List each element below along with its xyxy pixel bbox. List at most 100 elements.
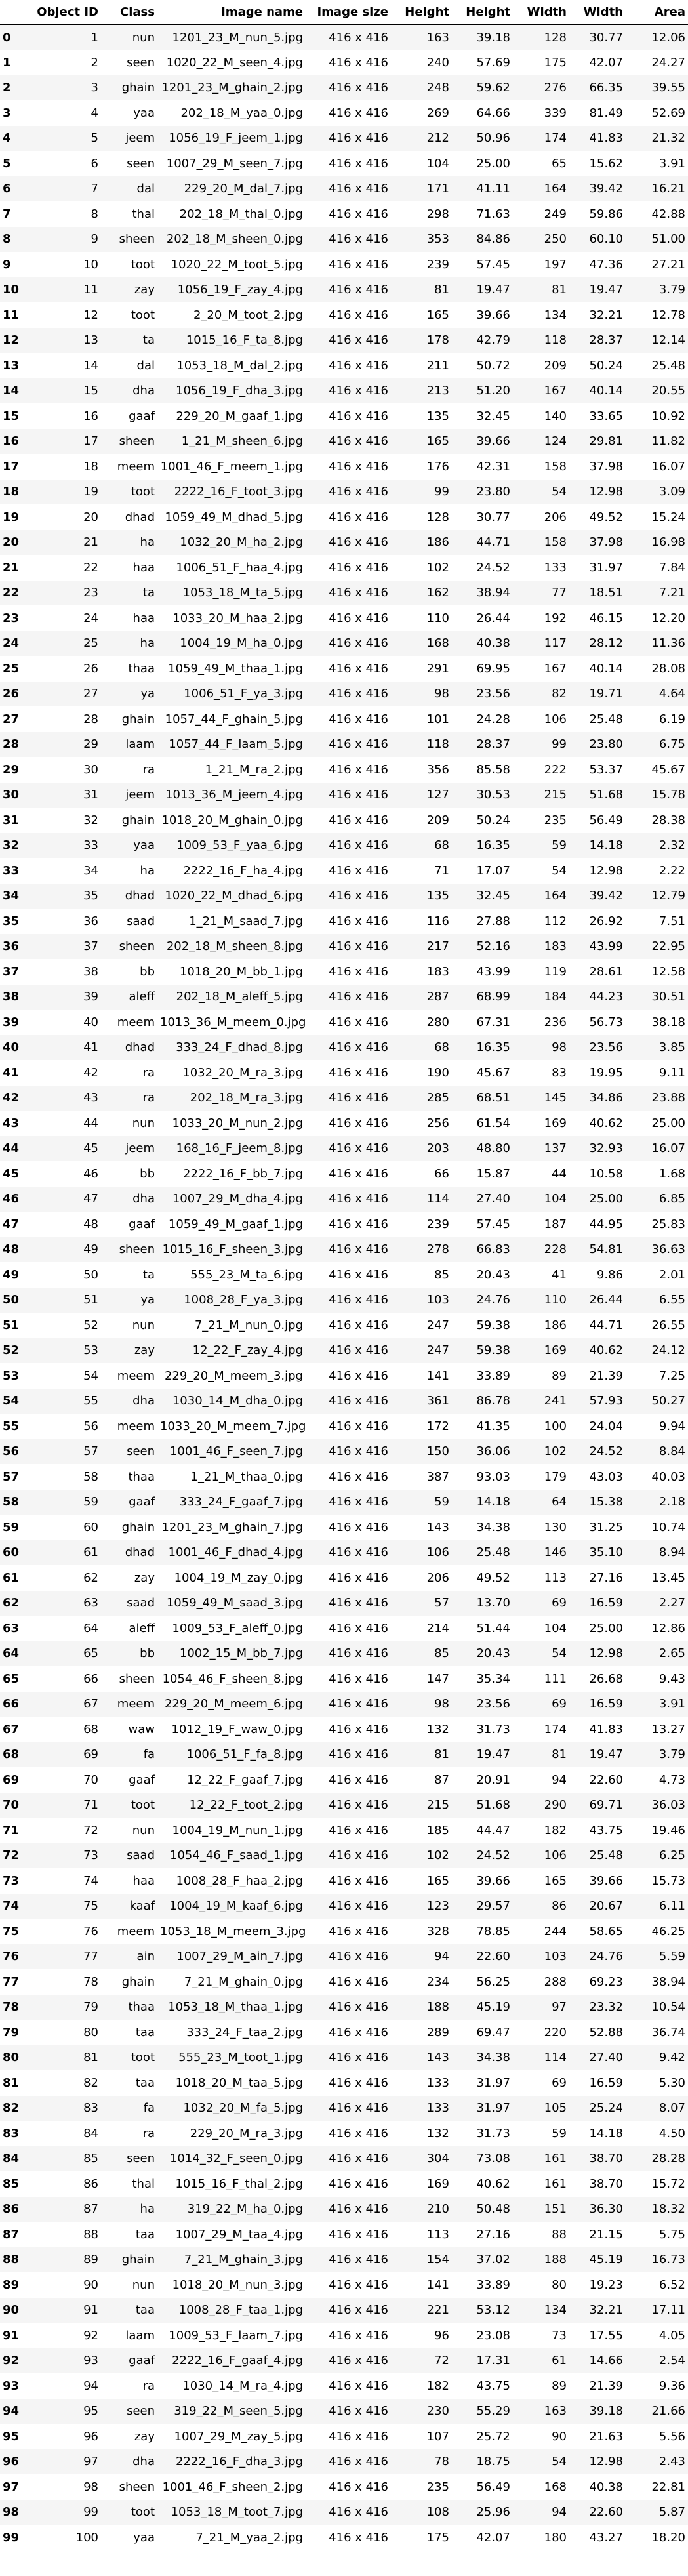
area-cell: 15.24 xyxy=(626,504,688,530)
height-px-cell: 132 xyxy=(391,2121,452,2146)
row-index: 49 xyxy=(0,1262,34,1288)
image-name-cell: 333_24_F_gaaf_7.jpg xyxy=(157,1489,306,1515)
image-name-cell: 1057_44_F_laam_5.jpg xyxy=(157,731,306,757)
width-px-cell: 73 xyxy=(513,2323,569,2348)
row-index: 11 xyxy=(0,302,34,328)
image-size-cell: 416 x 416 xyxy=(306,1439,391,1464)
width-px-cell: 90 xyxy=(513,2424,569,2449)
class-cell: sheen xyxy=(101,428,157,454)
row-index: 39 xyxy=(0,1010,34,1035)
height-pct-cell: 33.89 xyxy=(452,2272,513,2298)
width-pct-cell: 26.44 xyxy=(569,1287,626,1313)
object-id-cell: 3 xyxy=(34,75,101,100)
height-px-cell: 141 xyxy=(391,1363,452,1389)
width-px-cell: 163 xyxy=(513,2398,569,2424)
row-index: 53 xyxy=(0,1363,34,1389)
height-pct-cell: 17.07 xyxy=(452,858,513,884)
width-px-cell: 64 xyxy=(513,1489,569,1515)
width-pct-cell: 19.95 xyxy=(569,1060,626,1086)
object-id-cell: 53 xyxy=(34,1338,101,1363)
image-name-cell: 1006_51_F_fa_8.jpg xyxy=(157,1742,306,1767)
height-pct-cell: 23.56 xyxy=(452,681,513,706)
height-pct-cell: 51.68 xyxy=(452,1792,513,1818)
height-pct-cell: 48.80 xyxy=(452,1135,513,1161)
image-size-cell: 416 x 416 xyxy=(306,2196,391,2222)
row-index: 84 xyxy=(0,2146,34,2171)
area-cell: 6.11 xyxy=(626,1893,688,1919)
class-cell: waw xyxy=(101,1717,157,1742)
image-name-cell: 1030_14_M_ra_4.jpg xyxy=(157,2373,306,2399)
table-row: 34 35 dhad 1020_22_M_dhad_6.jpg 416 x 416 135… xyxy=(0,883,688,909)
width-pct-cell: 31.25 xyxy=(569,1515,626,1540)
image-name-cell: 7_21_M_yaa_2.jpg xyxy=(157,2525,306,2550)
row-index: 24 xyxy=(0,630,34,656)
row-index: 87 xyxy=(0,2222,34,2247)
image-name-cell: 1002_15_M_bb_7.jpg xyxy=(157,1641,306,1666)
row-index: 37 xyxy=(0,959,34,985)
width-pct-cell: 23.32 xyxy=(569,1994,626,2020)
class-cell: ta xyxy=(101,327,157,353)
image-name-cell: 1018_20_M_nun_3.jpg xyxy=(157,2272,306,2298)
width-pct-cell: 30.77 xyxy=(569,24,626,50)
class-cell: nun xyxy=(101,1313,157,1338)
object-id-cell: 66 xyxy=(34,1666,101,1692)
height-px-cell: 256 xyxy=(391,1111,452,1136)
object-id-cell: 57 xyxy=(34,1439,101,1464)
table-row: 42 43 ra 202_18_M_ra_3.jpg 416 x 416 285 68.51… xyxy=(0,1085,688,1111)
row-index: 38 xyxy=(0,984,34,1010)
image-size-cell: 416 x 416 xyxy=(306,1287,391,1313)
height-pct-cell: 43.75 xyxy=(452,2373,513,2399)
height-px-cell: 212 xyxy=(391,125,452,151)
height-px-cell: 361 xyxy=(391,1388,452,1414)
height-px-cell: 230 xyxy=(391,2398,452,2424)
image-size-cell: 416 x 416 xyxy=(306,731,391,757)
object-id-cell: 96 xyxy=(34,2424,101,2449)
row-index: 6 xyxy=(0,176,34,201)
width-pct-cell: 39.42 xyxy=(569,883,626,909)
table-row: 5 6 seen 1007_29_M_seen_7.jpg 416 x 416 104 25… xyxy=(0,151,688,176)
class-cell: yaa xyxy=(101,100,157,126)
object-id-cell: 80 xyxy=(34,2020,101,2045)
width-px-cell: 130 xyxy=(513,1515,569,1540)
height-px-cell: 110 xyxy=(391,605,452,631)
class-cell: toot xyxy=(101,1792,157,1818)
class-cell: meem xyxy=(101,1363,157,1389)
image-size-cell: 416 x 416 xyxy=(306,1186,391,1212)
height-pct-cell: 42.07 xyxy=(452,2525,513,2550)
area-cell: 10.54 xyxy=(626,1994,688,2020)
table-row: 32 33 yaa 1009_53_F_yaa_6.jpg 416 x 416 68 16.… xyxy=(0,832,688,858)
width-pct-cell: 18.51 xyxy=(569,580,626,605)
object-id-cell: 61 xyxy=(34,1540,101,1565)
object-id-cell: 51 xyxy=(34,1287,101,1313)
object-id-cell: 42 xyxy=(34,1060,101,1086)
height-pct-cell: 13.70 xyxy=(452,1590,513,1616)
height-px-cell: 81 xyxy=(391,277,452,302)
image-name-cell: 1_21_M_saad_7.jpg xyxy=(157,909,306,934)
image-size-cell: 416 x 416 xyxy=(306,353,391,378)
image-name-cell: 1006_51_F_ya_3.jpg xyxy=(157,681,306,706)
class-cell: bb xyxy=(101,1641,157,1666)
object-id-cell: 29 xyxy=(34,731,101,757)
image-name-cell: 1033_20_M_nun_2.jpg xyxy=(157,1111,306,1136)
image-name-cell: 1059_49_M_gaaf_1.jpg xyxy=(157,1212,306,1237)
height-px-cell: 123 xyxy=(391,1893,452,1919)
image-name-cell: 229_20_M_meem_3.jpg xyxy=(157,1363,306,1389)
area-cell: 3.91 xyxy=(626,151,688,176)
image-size-cell: 416 x 416 xyxy=(306,1792,391,1818)
object-id-cell: 73 xyxy=(34,1843,101,1868)
image-name-cell: 7_21_M_ghain_0.jpg xyxy=(157,1969,306,1995)
area-cell: 3.85 xyxy=(626,1034,688,1060)
object-id-cell: 22 xyxy=(34,555,101,581)
table-row: 17 18 meem 1001_46_F_meem_1.jpg 416 x 416 176… xyxy=(0,454,688,480)
width-px-cell: 88 xyxy=(513,2222,569,2247)
width-pct-cell: 44.23 xyxy=(569,984,626,1010)
area-cell: 12.86 xyxy=(626,1616,688,1641)
class-cell: dhad xyxy=(101,1034,157,1060)
width-pct-cell: 69.71 xyxy=(569,1792,626,1818)
row-index: 22 xyxy=(0,580,34,605)
table-row: 41 42 ra 1032_20_M_ra_3.jpg 416 x 416 190 45.6… xyxy=(0,1060,688,1086)
area-cell: 5.87 xyxy=(626,2499,688,2525)
table-row: 74 75 kaaf 1004_19_M_kaaf_6.jpg 416 x 416 123… xyxy=(0,1893,688,1919)
object-id-cell: 7 xyxy=(34,176,101,201)
